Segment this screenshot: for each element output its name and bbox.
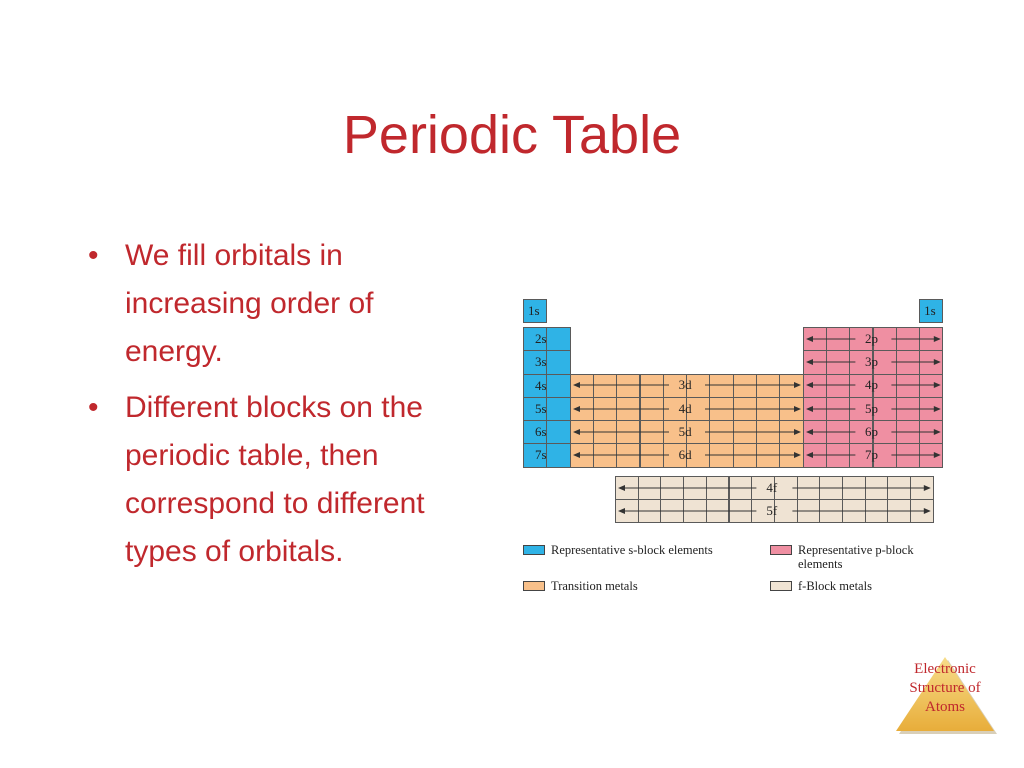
s-block-legend-label: Representative s-block elements bbox=[551, 543, 713, 557]
topic-badge-label: Electronic Structure of Atoms bbox=[909, 661, 981, 715]
d-block-cell bbox=[756, 396, 781, 422]
s-block-row-label: 6s bbox=[535, 424, 547, 440]
d-block-row-arrow bbox=[572, 405, 801, 412]
p-block-row-arrow bbox=[805, 382, 941, 389]
s-block-row-label: 4s bbox=[535, 377, 547, 393]
d-block-cell bbox=[616, 396, 641, 422]
p-block-row-arrow bbox=[805, 405, 941, 412]
s-block-cell bbox=[546, 326, 571, 352]
s-block-cell bbox=[546, 443, 571, 468]
s-block-cell bbox=[546, 396, 571, 422]
d-block-cell bbox=[732, 396, 757, 422]
p-block-row-arrow bbox=[805, 452, 941, 459]
d-block-row-arrow bbox=[572, 452, 801, 459]
d-block-legend-label: Transition metals bbox=[551, 579, 638, 593]
bullet-list: • We fill orbitals in increasing order of… bbox=[88, 232, 468, 584]
bullet-dot-icon: • bbox=[88, 391, 99, 424]
topic-badge-triangle-icon bbox=[896, 657, 997, 734]
d-block-cell bbox=[779, 396, 804, 422]
p-block-row-arrow bbox=[805, 428, 941, 435]
slide-title: Periodic Table bbox=[342, 105, 682, 165]
s-block-row-label: 7s bbox=[535, 447, 547, 463]
f-block-row-arrow-label: 5f bbox=[766, 502, 778, 518]
f-block-row-arrow bbox=[618, 507, 931, 514]
s-block-cell bbox=[523, 299, 548, 324]
f-block-row-arrow-label: 4f bbox=[766, 479, 778, 495]
bullet-item: • We fill orbitals in increasing order of… bbox=[88, 232, 468, 376]
d-block-cell bbox=[569, 420, 594, 445]
p-block-swatch bbox=[770, 545, 792, 555]
s-block-row-label: 5s bbox=[535, 400, 547, 416]
p-block-cell bbox=[825, 420, 851, 445]
s-block-row-label: 3s bbox=[535, 354, 547, 370]
f-block-legend-label: f-Block metals bbox=[798, 579, 872, 593]
p-block-row-arrow bbox=[805, 335, 941, 342]
s-block-cell bbox=[919, 299, 944, 324]
p-block-cell bbox=[895, 396, 921, 422]
p-block-row-arrow-label: 2p bbox=[865, 330, 878, 346]
bullet-text: Different blocks on the periodic table, … bbox=[125, 391, 425, 568]
bullet-dot-icon: • bbox=[88, 239, 99, 272]
p-block-cell bbox=[802, 396, 827, 422]
s-block-cell bbox=[546, 373, 571, 398]
p-block-row-arrow-label: 4p bbox=[865, 377, 878, 393]
d-block-swatch bbox=[523, 581, 545, 591]
d-block-row-arrow-label: 5d bbox=[678, 423, 692, 439]
d-block-row-arrow bbox=[572, 382, 801, 389]
f-block-row-arrow bbox=[618, 484, 931, 491]
p-block-cell bbox=[895, 420, 921, 445]
d-block-row-arrow-label: 4d bbox=[678, 400, 692, 416]
d-block-row-arrow-label: 3d bbox=[678, 377, 692, 393]
d-block-row-arrow-label: 6d bbox=[678, 447, 692, 463]
f-block-swatch bbox=[770, 581, 792, 591]
s-block-swatch bbox=[523, 545, 545, 555]
p-block-row-arrow-label: 5p bbox=[865, 400, 878, 416]
p-block-row-arrow-label: 7p bbox=[865, 447, 878, 463]
d-block-cell bbox=[709, 420, 734, 445]
s-block-row-label: 1s bbox=[528, 303, 540, 318]
s-block-row-label: 1s bbox=[924, 303, 936, 318]
bullet-text: We fill orbitals in increasing order of … bbox=[125, 239, 374, 368]
bullet-item: • Different blocks on the periodic table,… bbox=[88, 384, 468, 576]
s-block-cell bbox=[546, 420, 571, 445]
p-block-legend-label: Representative p-block elements bbox=[798, 543, 914, 571]
d-block-row-arrow bbox=[572, 428, 801, 435]
s-block-row-label: 2s bbox=[535, 330, 547, 346]
p-block-row-arrow bbox=[805, 358, 941, 365]
p-block-row-arrow-label: 3p bbox=[865, 353, 878, 369]
p-block-row-arrow-label: 6p bbox=[865, 423, 878, 439]
s-block-cell bbox=[546, 350, 571, 375]
d-block-cell bbox=[686, 443, 711, 468]
